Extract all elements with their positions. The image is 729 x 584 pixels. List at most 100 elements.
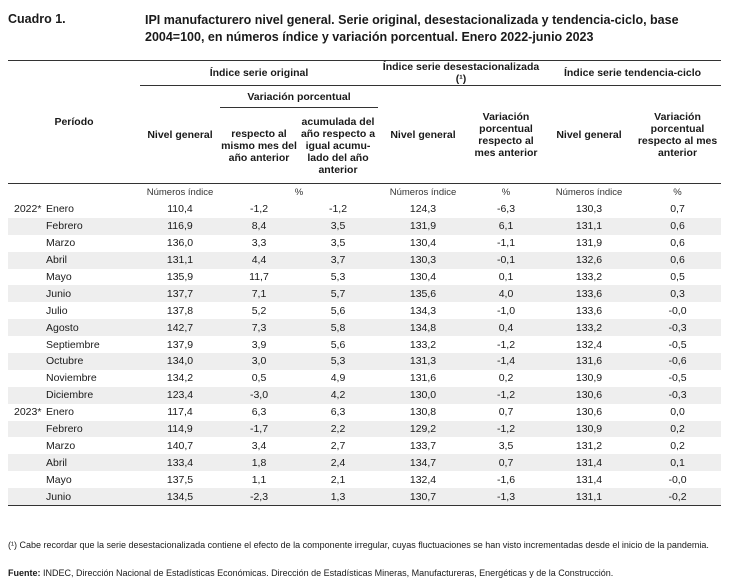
var-mes-tendencia-cell: 0,6 [634, 217, 722, 235]
table-row: Junio 137,7 7,1 5,7 135,6 4,0 133,6 0,3 [8, 285, 722, 303]
year-cell: 2023* [14, 406, 42, 419]
nivel-original-cell: 137,7 [140, 285, 220, 303]
month-cell: Febrero [44, 420, 140, 438]
table-row: Noviembre 134,2 0,5 4,9 131,6 0,2 130,9 -0,5 [8, 370, 721, 387]
year-cell [8, 302, 44, 319]
group-header-desestacionalizada: Índice serie desestacionalizada (¹) [378, 60, 545, 86]
table-row: 2023* Enero 117,4 6,3 6,3 130,8 0,7 130,6 0,0 [8, 404, 721, 421]
var-mes-tendencia-cell: 0,3 [634, 285, 722, 303]
month-cell: Noviembre [46, 372, 97, 385]
nivel-original-cell: 116,9 [140, 217, 220, 235]
var-resp-anio-cell: 3,0 [220, 353, 298, 370]
nivel-desest-cell: 130,7 [378, 488, 468, 507]
var-resp-anio-cell: 3,4 [251, 439, 267, 452]
nivel-tendencia-cell: 130,3 [575, 203, 603, 216]
var-mes-desest-cell: 3,5 [498, 439, 514, 452]
year-cell [8, 285, 44, 303]
nivel-tendencia-cell: 130,9 [575, 372, 603, 385]
var-mes-desest-cell: -1,2 [496, 338, 516, 351]
var-resp-anio-cell: 7,3 [220, 319, 298, 337]
var-acumulada-cell: 5,3 [330, 271, 346, 283]
nivel-tendencia-cell: 130,9 [544, 420, 635, 438]
nivel-original-cell: 136,0 [166, 237, 194, 250]
var-mes-desest-cell: -1,0 [496, 304, 516, 317]
nivel-original-cell: 140,7 [166, 439, 194, 452]
header-row-groups: Período Índice serie original Índice ser… [8, 60, 722, 184]
var-resp-anio-cell: -2,3 [220, 488, 298, 507]
table-row: Julio 137,8 5,2 5,6 134,3 -1,0 133,6 -0,0 [8, 302, 721, 319]
var-mes-desest-cell: 4,0 [468, 285, 545, 303]
var-resp-anio-cell: -3,0 [220, 386, 298, 404]
nivel-desest-cell: 130,3 [378, 251, 468, 269]
var-mes-desest-cell: 0,4 [468, 319, 545, 337]
year-cell [8, 420, 44, 438]
table-row: Mayo 137,5 1,1 2,1 132,4 -1,6 131,4 -0,0 [8, 471, 721, 488]
col-header-nivel-original: Nivel general [140, 85, 220, 184]
month-cell: Septiembre [46, 338, 100, 351]
nivel-original-cell: 123,4 [140, 386, 220, 404]
nivel-original-cell: 110,4 [167, 203, 193, 216]
nivel-original-cell: 142,7 [140, 319, 220, 337]
source-note: Fuente: INDEC, Dirección Nacional de Est… [8, 568, 723, 579]
nivel-desest-cell: 131,3 [378, 353, 468, 370]
nivel-tendencia-cell: 131,4 [575, 473, 603, 486]
nivel-tendencia-cell: 133,2 [575, 271, 603, 283]
month-cell: Junio [44, 488, 140, 507]
unit-label: Números índice [555, 187, 623, 198]
table-row: Mayo 135,9 11,7 5,3 130,4 0,1 133,2 0,5 [8, 269, 721, 286]
unit-label: % [673, 187, 682, 198]
nivel-original-cell: 133,4 [140, 454, 220, 472]
unit-label: % [294, 187, 304, 198]
units-row: Números índice % Números índice % Número… [8, 184, 721, 202]
group-header-original: Índice serie original [140, 60, 378, 86]
var-acumulada-cell: 5,3 [298, 353, 378, 370]
var-mes-tendencia-cell: -0,3 [634, 386, 722, 404]
month-cell: Junio [44, 285, 140, 303]
var-acumulada-cell: 2,7 [330, 439, 346, 452]
footnote-desestacionalizada: (¹) Cabe recordar que la serie desestaci… [8, 540, 709, 550]
var-mes-tendencia-cell: 0,2 [670, 439, 685, 452]
year-cell [8, 488, 44, 507]
nivel-tendencia-cell: 131,1 [544, 488, 635, 507]
col-header-nivel-desest: Nivel general [378, 85, 468, 184]
year-cell [8, 251, 44, 269]
var-resp-anio-cell: 7,1 [220, 285, 298, 303]
nivel-original-cell: 134,0 [140, 353, 220, 370]
year-cell [8, 235, 44, 252]
nivel-tendencia-cell: 132,4 [575, 338, 603, 351]
var-mes-tendencia-cell: 0,1 [634, 454, 722, 472]
table-row: Abril 133,4 1,8 2,4 134,7 0,7 131,4 0,1 [8, 454, 722, 472]
nivel-tendencia-cell: 131,2 [575, 439, 603, 452]
table-row: Octubre 134,0 3,0 5,3 131,3 -1,4 131,6 -0,6 [8, 353, 722, 370]
year-cell [8, 386, 44, 404]
subgroup-header-variacion: Variación porcentual [220, 85, 378, 108]
var-acumulada-cell: 4,2 [298, 386, 378, 404]
var-acumulada-cell: 2,1 [330, 473, 346, 486]
header-row-columns: respecto al mismo mes del año anterior a… [8, 107, 721, 184]
month-cell: Julio [46, 304, 68, 317]
var-mes-desest-cell: -1,4 [468, 353, 545, 370]
nivel-desest-cell: 130,4 [409, 237, 437, 250]
source-text: INDEC, Dirección Nacional de Estadística… [40, 568, 614, 578]
var-mes-desest-cell: 0,7 [498, 406, 514, 419]
var-mes-tendencia-cell: -0,0 [668, 304, 687, 317]
month-cell: Mayo [46, 271, 72, 283]
table-row: Junio 134,5 -2,3 1,3 130,7 -1,3 131,1 -0,2 [8, 488, 722, 507]
table-row: Marzo 136,0 3,3 3,5 130,4 -1,1 131,9 0,6 [8, 235, 721, 252]
var-acumulada-cell: 3,5 [330, 237, 346, 250]
table-row: Diciembre 123,4 -3,0 4,2 130,0 -1,2 130,6 -0,3 [8, 386, 722, 404]
var-resp-anio-cell: 3,9 [251, 338, 267, 351]
table-row: Febrero 114,9 -1,7 2,2 129,2 -1,2 130,9 0,2 [8, 420, 722, 438]
nivel-original-cell: 134,2 [166, 372, 194, 385]
month-cell: Marzo [46, 439, 76, 452]
nivel-original-cell: 114,9 [140, 420, 220, 438]
var-resp-anio-cell: -1,7 [220, 420, 298, 438]
unit-label: % [501, 187, 511, 198]
month-cell: Abril [44, 251, 140, 269]
col-header-var-mes-desest: Variación porcentual respecto al mes ant… [468, 85, 545, 184]
var-mes-tendencia-cell: 0,0 [670, 406, 685, 419]
var-mes-tendencia-cell: -0,5 [668, 372, 687, 385]
var-mes-desest-cell: -6,3 [496, 203, 516, 216]
nivel-tendencia-cell: 131,4 [544, 454, 635, 472]
var-mes-tendencia-cell: -0,0 [668, 473, 687, 486]
